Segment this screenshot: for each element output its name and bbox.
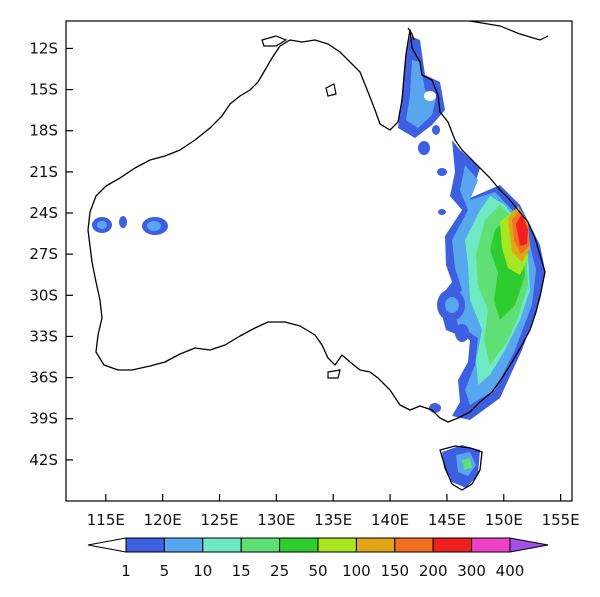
rain-patch-qld-inland [437,168,447,176]
tasmania-coastline [439,445,483,491]
rain-patch-cape-york-hole [424,91,436,101]
colorbar-label: 50 [308,562,327,580]
colorbar-segment [432,537,473,553]
colorbar-segment [125,537,165,553]
colorbar-label: 100 [342,562,371,580]
rain-patch-gulf [418,141,430,155]
png-coast [469,20,549,41]
lat-tick-label: 21S [29,163,58,181]
lat-tick-label: 30S [29,286,58,304]
lon-tick-label: 155E [542,511,580,529]
colorbar-segment-low [87,537,127,553]
lon-tick-label: 145E [428,511,466,529]
colorbar-segment [240,537,281,553]
australia-coastline [87,29,546,423]
rain-patch-wa-2 [119,216,127,228]
lon-tick-label: 140E [371,511,409,529]
lat-tick-label: 18S [29,122,58,140]
lat-tick-label: 15S [29,81,58,99]
lon-tick-label: 120E [144,511,182,529]
colorbar-label: 5 [160,562,170,580]
rain-patch-cape-york-inner [406,60,436,128]
lat-tick-label: 42S [29,451,58,469]
rain-patch-wa-1-inner [97,221,107,229]
latitude-axis: 12S 15S 18S 21S 24S 27S 30S 33S 36S 39S 42S [29,39,73,469]
colorbar-segment [394,537,434,553]
lat-tick-label: 24S [29,204,58,222]
colorbar-segment [163,537,204,553]
colorbar-segment [279,537,319,553]
colorbar: 1 5 10 15 25 50 100 150 200 300 400 [87,537,549,580]
lon-tick-label: 135E [314,511,352,529]
rain-patch-qld-inland-2 [438,209,446,215]
groote-island [325,83,337,97]
rainfall-shading [92,36,545,488]
colorbar-label: 400 [496,562,525,580]
rain-band-200-300 [516,214,528,246]
lat-tick-label: 27S [29,245,58,263]
colorbar-segment [202,537,242,553]
rain-patch-nsw-south [455,324,469,342]
longitude-axis: 115E 120E 125E 130E 135E 140E 145E 150E 155E [87,494,580,529]
colorbar-label: 150 [380,562,409,580]
colorbar-segment [355,537,396,553]
lon-tick-label: 130E [257,511,295,529]
lat-tick-label: 39S [29,410,58,428]
colorbar-label: 200 [419,562,448,580]
lat-tick-label: 33S [29,327,58,345]
kangaroo-island [327,369,341,379]
lon-tick-label: 150E [485,511,523,529]
rain-patch-vic-coast [429,403,441,413]
colorbar-label: 15 [232,562,251,580]
rain-patch-tasmania-core [462,458,472,470]
colorbar-label: 10 [193,562,212,580]
rain-patch-wa-3-inner [147,221,161,231]
lon-tick-label: 115E [87,511,125,529]
melville-island [261,35,288,47]
colorbar-label: 300 [457,562,486,580]
colorbar-segment [471,537,511,553]
cape-york-tip [407,27,415,41]
lat-tick-label: 36S [29,369,58,387]
colorbar-label: 1 [121,562,131,580]
rain-patch-nsw-west-inner [445,297,459,313]
rain-patch-north-qld [432,125,440,135]
colorbar-label: 25 [270,562,289,580]
colorbar-segment [317,537,357,553]
lat-tick-label: 12S [29,39,58,57]
colorbar-segment-high [509,537,549,553]
lon-tick-label: 125E [200,511,238,529]
